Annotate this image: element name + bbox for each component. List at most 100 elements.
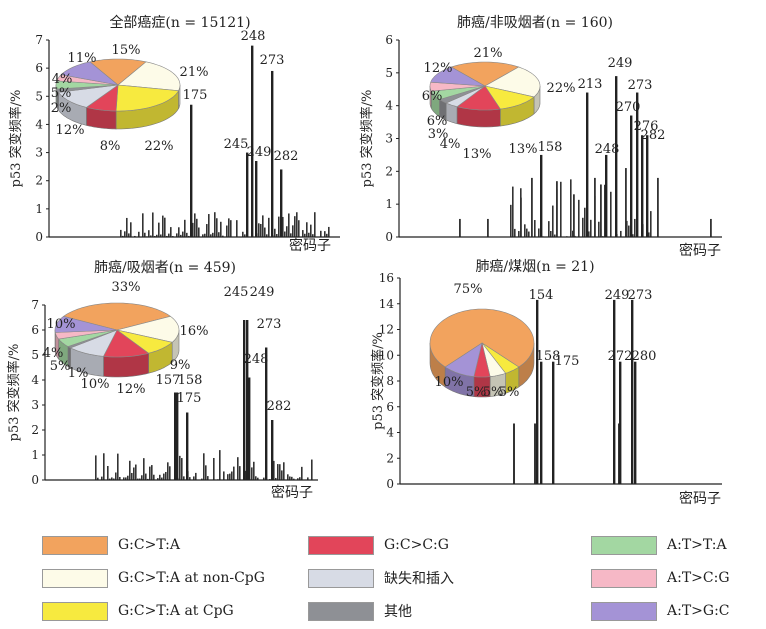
bar — [101, 476, 103, 480]
legend-swatch — [42, 601, 108, 621]
pie-slice — [69, 329, 118, 357]
bar — [170, 227, 172, 237]
bar — [584, 207, 586, 237]
bar — [538, 228, 540, 237]
bar — [277, 464, 279, 480]
pie-slice — [103, 329, 150, 358]
bar — [148, 230, 150, 237]
y-tick-label: 6 — [35, 61, 43, 75]
y-tick-label: 3 — [35, 146, 43, 160]
pie-label: 4% — [43, 346, 64, 361]
pie-label: 5% — [499, 385, 520, 400]
pie-slice — [116, 315, 180, 343]
bar — [141, 475, 143, 480]
pie-label: 4% — [440, 137, 461, 152]
bar — [169, 466, 171, 480]
pie-slice — [54, 329, 118, 340]
bar — [534, 220, 536, 237]
bar — [310, 224, 312, 237]
bar — [302, 230, 304, 237]
bar — [487, 218, 489, 237]
bar — [588, 231, 590, 237]
pie-slice — [55, 80, 119, 90]
pie-chart: 75%5%5%5%10% — [429, 282, 535, 400]
pie-slice — [430, 66, 486, 87]
legend-label: 缺失和插入 — [384, 571, 454, 587]
bar — [266, 234, 268, 237]
bar-codon-158 — [540, 154, 543, 237]
y-tick-label: 2 — [386, 451, 394, 465]
bar — [312, 234, 314, 237]
bar — [314, 212, 316, 237]
legend-item: G:C>T:A at non-CpG — [42, 567, 265, 589]
bar — [534, 423, 536, 484]
bar-codon-154 — [536, 299, 539, 484]
bar-codon-175 — [186, 412, 189, 480]
legend-item: A:T>C:G — [591, 567, 730, 589]
bar — [129, 460, 131, 480]
x-axis-title: 密码子 — [289, 237, 331, 254]
y-tick-label: 0 — [386, 477, 394, 491]
bar — [275, 477, 277, 480]
bar — [307, 477, 309, 480]
pie-slice — [456, 85, 501, 111]
bar — [320, 230, 322, 237]
bar — [293, 478, 295, 480]
bar-codon-158 — [176, 392, 179, 480]
legend-swatch — [591, 568, 657, 588]
bar — [160, 234, 162, 237]
y-tick-label: 0 — [385, 230, 393, 244]
legend-label: G:C>C:G — [384, 537, 449, 553]
bar — [239, 466, 241, 480]
y-tick-label: 1 — [35, 202, 43, 216]
bar — [125, 477, 127, 480]
pie-label: 22% — [547, 81, 576, 96]
bar — [206, 224, 208, 237]
bar — [120, 229, 122, 237]
bar-label-248: 248 — [595, 142, 620, 157]
bar — [251, 467, 253, 480]
x-axis-title: 密码子 — [679, 490, 721, 507]
bar — [260, 223, 262, 237]
bar — [510, 204, 512, 237]
y-tick-label: 4 — [385, 99, 393, 113]
bar — [142, 213, 144, 237]
bar — [628, 225, 630, 237]
bar — [220, 221, 222, 237]
bar-codon-175 — [190, 104, 193, 237]
bar — [210, 234, 212, 237]
bar — [153, 474, 155, 480]
pie-slice — [62, 302, 172, 331]
bar — [117, 453, 119, 480]
pie-label: 6% — [422, 89, 443, 104]
bar — [573, 194, 575, 237]
y-tick-label: 4 — [386, 426, 394, 440]
bar — [524, 224, 526, 237]
pie-label: 12% — [424, 61, 453, 76]
pie-slice — [60, 61, 120, 86]
bar — [115, 472, 117, 480]
bar — [95, 455, 97, 480]
pie-label: 12% — [117, 382, 146, 397]
bar — [107, 465, 109, 480]
bar-codon-270 — [630, 115, 633, 237]
bar — [229, 473, 231, 480]
legend-item: A:T>T:A — [591, 534, 727, 556]
bar — [253, 461, 255, 480]
bar — [299, 477, 301, 480]
bar — [284, 231, 286, 237]
bar — [127, 475, 129, 480]
bar-codon-248 — [605, 154, 608, 237]
bar-label-157: 157 — [156, 373, 181, 388]
y-tick-label: 6 — [386, 400, 394, 414]
y-tick-label: 6 — [385, 33, 393, 47]
y-tick-label: 0 — [35, 230, 43, 244]
pie-chart: 15% 21% 22% 8% 12% 2%5%4% 11% — [51, 43, 209, 154]
legend-label: G:C>T:A at CpG — [118, 603, 234, 619]
bar — [233, 466, 235, 480]
legend-label: A:T>G:C — [667, 603, 730, 619]
bar — [162, 215, 164, 237]
bar — [103, 453, 105, 480]
bar — [528, 231, 530, 237]
